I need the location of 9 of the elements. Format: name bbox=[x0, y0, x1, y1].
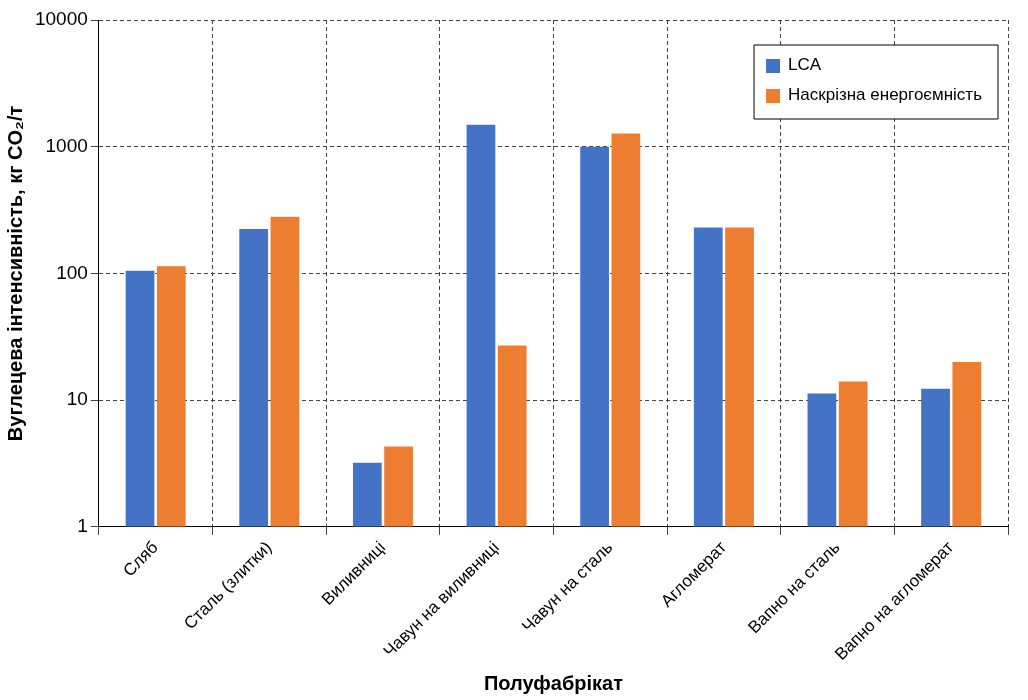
y-tick-label: 10 bbox=[66, 388, 88, 410]
legend-label: LCA bbox=[788, 55, 822, 75]
legend-label: Наскрізна енергоємність bbox=[788, 85, 983, 105]
y-tick-label: 10000 bbox=[34, 8, 88, 30]
y-tick-label: 1 bbox=[77, 515, 88, 537]
x-axis-title: Полуфабрікат bbox=[483, 671, 624, 694]
y-tick-label: 1000 bbox=[45, 134, 88, 156]
y-axis-title: Вуглецева інтенсивність, кг CO₂/т bbox=[3, 105, 26, 442]
y-tick-label: 100 bbox=[56, 261, 88, 283]
